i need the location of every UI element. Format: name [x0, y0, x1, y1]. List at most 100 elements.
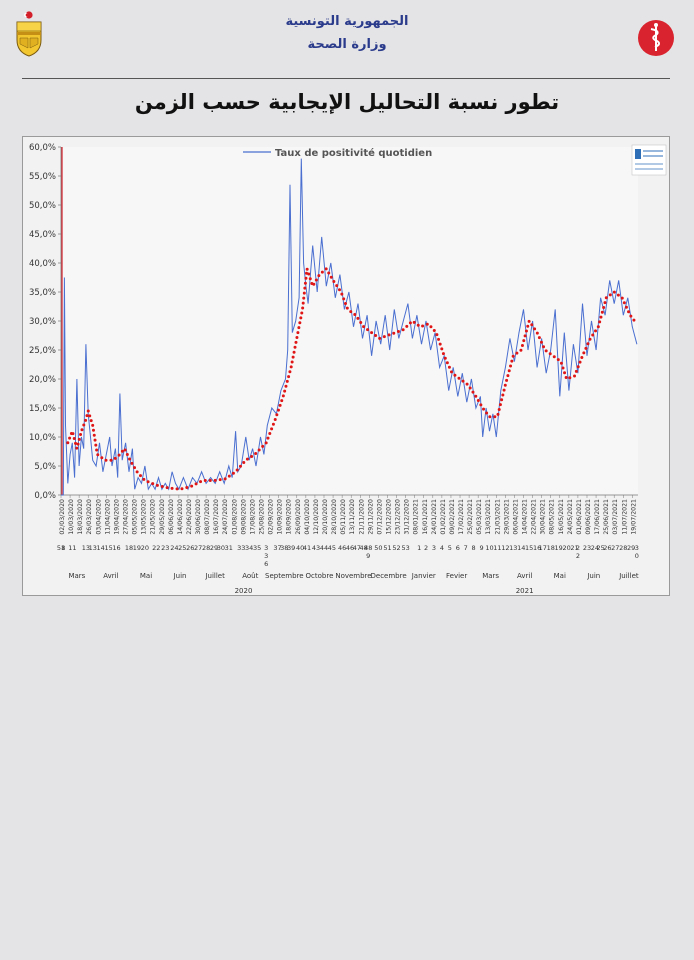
x-week-label: 25 — [596, 544, 604, 552]
data-point-daily — [307, 303, 308, 304]
data-point-daily — [586, 355, 587, 356]
data-point-daily — [99, 442, 100, 443]
x-month-label: Janvier — [411, 572, 436, 580]
x-date-label: 26/03/2020 — [86, 499, 93, 535]
x-week-label: 31 — [225, 544, 233, 552]
x-week-label: 3 — [432, 544, 436, 552]
x-date-label: 21/11/2020 — [358, 499, 365, 535]
x-week-label: 35 — [253, 544, 261, 552]
data-point-daily — [564, 332, 565, 333]
data-point-daily — [154, 489, 155, 490]
data-point-average — [306, 268, 307, 269]
data-point-average — [225, 478, 226, 479]
x-week-label: 14 — [517, 544, 525, 552]
x-week-label: 51 — [383, 544, 391, 552]
data-point-average — [67, 442, 68, 443]
x-date-label: 17/02/2021 — [458, 499, 465, 535]
x-date-label: 20/10/2020 — [322, 499, 329, 535]
x-week-label: 11 — [68, 544, 76, 552]
x-week-label: 3 — [635, 544, 639, 552]
data-point-average — [497, 416, 498, 417]
data-point-daily — [128, 471, 129, 472]
y-tick-label: 25,0% — [29, 346, 56, 356]
x-week-label: 41 — [303, 544, 311, 552]
x-date-label: 02/09/2020 — [268, 499, 275, 535]
data-point-daily — [148, 489, 149, 490]
x-date-label: 10/03/2020 — [68, 499, 75, 535]
data-point-daily — [453, 367, 454, 368]
x-week-label: 8 — [472, 544, 476, 552]
data-point-daily — [348, 291, 349, 292]
data-point-daily — [485, 407, 486, 408]
data-point-daily — [287, 349, 288, 350]
x-date-label: 22/06/2020 — [186, 499, 193, 535]
data-point-daily — [102, 471, 103, 472]
x-date-label: 08/01/2021 — [413, 499, 420, 535]
x-week-label: 3 — [264, 544, 268, 552]
data-point-daily — [161, 489, 162, 490]
data-point-daily — [231, 477, 232, 478]
data-point-daily — [137, 477, 138, 478]
x-date-label: 05/11/2020 — [340, 499, 347, 535]
tunisia-coat-of-arms-icon — [14, 10, 44, 58]
data-point-daily — [573, 344, 574, 345]
data-point-average — [156, 484, 157, 485]
data-point-average — [290, 367, 291, 368]
data-point-daily — [285, 378, 286, 379]
x-date-label: 25/06/2021 — [603, 499, 610, 535]
x-date-label: 18/03/2020 — [77, 499, 84, 535]
data-point-daily — [550, 349, 551, 350]
data-point-daily — [532, 320, 533, 321]
x-date-label: 08/05/2021 — [549, 499, 556, 535]
x-week-label: 46 — [346, 544, 354, 552]
data-point-daily — [165, 483, 166, 484]
data-point-average — [112, 460, 113, 461]
data-point-average — [521, 349, 522, 350]
x-date-label: 17/08/2020 — [249, 499, 256, 535]
x-week-label: 24 — [591, 544, 599, 552]
x-date-label: 14/06/2020 — [177, 499, 184, 535]
data-point-daily — [371, 355, 372, 356]
data-point-daily — [117, 477, 118, 478]
x-date-label: 13/05/2020 — [141, 499, 148, 535]
x-date-label: 05/03/2021 — [476, 499, 483, 535]
data-point-average — [355, 315, 356, 316]
x-week-sublabel: 0 — [635, 552, 639, 560]
x-month-label: Mai — [554, 572, 566, 580]
data-point-average — [467, 384, 468, 385]
x-date-label: 03/04/2020 — [95, 499, 102, 535]
x-week-label: 48 — [360, 544, 368, 552]
data-point-daily — [321, 236, 322, 237]
x-date-label: 14/04/2021 — [522, 499, 529, 535]
x-date-label: 29/05/2020 — [159, 499, 166, 535]
header-ministry: وزارة الصحة — [307, 37, 387, 52]
data-point-daily — [210, 477, 211, 478]
x-date-label: 25/08/2020 — [259, 499, 266, 535]
x-week-label: 48 — [364, 544, 372, 552]
x-date-label: 25/02/2021 — [467, 499, 474, 535]
x-date-label: 07/12/2020 — [376, 499, 383, 535]
x-week-label: 17 — [539, 544, 547, 552]
x-week-label: 30 — [217, 544, 225, 552]
data-point-daily — [380, 344, 381, 345]
data-point-average — [528, 320, 529, 321]
x-week-label: 52 — [392, 544, 400, 552]
data-point-daily — [63, 494, 64, 495]
data-point-average — [92, 425, 93, 426]
data-point-average — [76, 448, 77, 449]
data-point-daily — [389, 349, 390, 350]
data-point-daily — [271, 407, 272, 408]
x-date-label: 13/11/2020 — [349, 499, 356, 535]
x-date-label: 28/10/2020 — [331, 499, 338, 535]
data-point-daily — [109, 436, 110, 437]
x-week-label: 37 — [273, 544, 281, 552]
data-point-daily — [500, 390, 501, 391]
x-week-label: 15 — [525, 544, 533, 552]
x-week-label: 21 — [570, 544, 578, 552]
x-week-label: 28 — [202, 544, 210, 552]
x-date-label: 01/08/2020 — [231, 499, 238, 535]
data-point-daily — [289, 184, 290, 185]
x-date-label: 30/06/2020 — [195, 499, 202, 535]
data-point-average — [371, 332, 372, 333]
x-week-label: 4 — [440, 544, 444, 552]
